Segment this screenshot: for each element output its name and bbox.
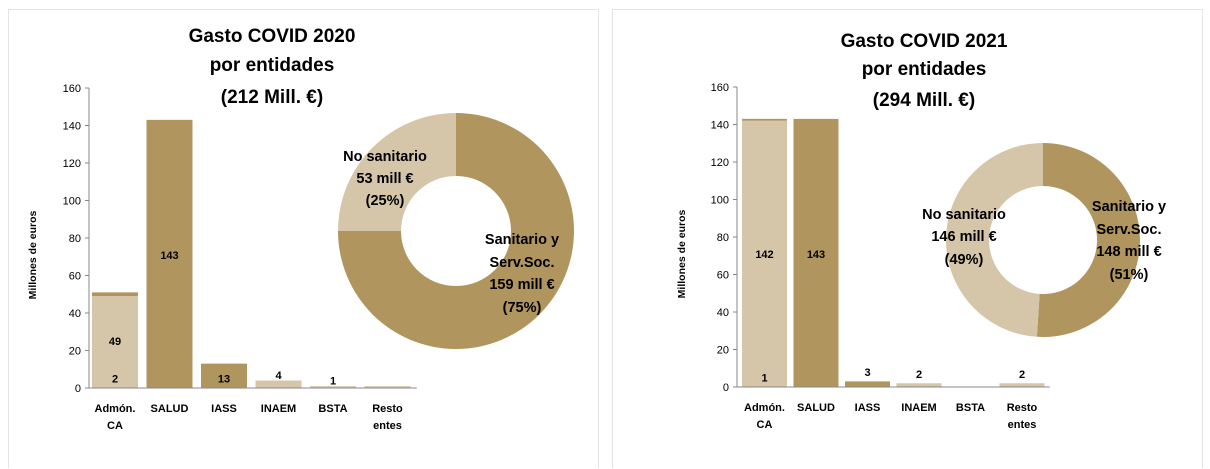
y-tick-label: 0 <box>723 382 729 394</box>
category-label: entes <box>373 420 402 432</box>
category-label: entes <box>1008 419 1037 431</box>
y-tick-label: 20 <box>717 345 729 357</box>
y-tick-label: 60 <box>69 271 81 283</box>
data-label: 2 <box>1019 369 1025 381</box>
chart-title-line: (212 Mill. €) <box>221 87 323 108</box>
data-label: 2 <box>916 369 922 381</box>
bar-light <box>92 296 138 388</box>
bar-dark <box>92 292 138 297</box>
category-label: IASS <box>211 403 237 415</box>
data-label: 143 <box>160 250 178 262</box>
donut-slice-no-sanitario <box>945 143 1043 337</box>
category-label: SALUD <box>797 402 835 414</box>
chart-title-line: por entidades <box>210 55 335 76</box>
donut-label: 146 mill € <box>931 229 996 245</box>
data-label: 2 <box>112 374 118 386</box>
y-tick-label: 40 <box>69 308 81 320</box>
y-tick-label: 160 <box>711 82 729 94</box>
donut-label: (51%) <box>1110 267 1149 283</box>
bar-dark <box>845 381 890 387</box>
donut-label: Sanitario y <box>1092 199 1166 215</box>
y-tick-label: 120 <box>711 157 729 169</box>
donut-label: 53 mill € <box>356 171 413 187</box>
donut-label: Serv.Soc. <box>489 255 554 271</box>
donut-label: No sanitario <box>922 207 1006 223</box>
donut-label: (75%) <box>503 300 542 316</box>
category-label: IASS <box>855 402 881 414</box>
bar-light <box>999 383 1045 387</box>
y-tick-label: 140 <box>63 121 81 133</box>
data-label: 49 <box>109 336 121 348</box>
y-tick-label: 100 <box>63 196 81 208</box>
chart-2021-svg: Gasto COVID 2021 por entidades (294 Mill. … <box>676 31 1166 431</box>
y-tick-label: 80 <box>717 232 729 244</box>
chart-panel-2021: Gasto COVID 2021 por entidades (294 Mill. … <box>612 9 1203 468</box>
y-tick-label: 140 <box>711 120 729 132</box>
data-label: 142 <box>755 249 773 261</box>
bar-light <box>255 380 302 388</box>
bar-dark <box>201 363 247 388</box>
bar-light <box>742 120 787 387</box>
bar-light <box>364 386 411 388</box>
y-tick-label: 60 <box>717 270 729 282</box>
category-label: Admón. <box>95 403 136 415</box>
bar-dark <box>146 119 193 388</box>
donut-label: 148 mill € <box>1096 244 1161 260</box>
bar-light <box>896 383 942 387</box>
category-label: Resto <box>372 403 403 415</box>
y-tick-label: 160 <box>63 83 81 95</box>
donut-label: (25%) <box>366 193 405 209</box>
y-tick-label: 20 <box>69 346 81 358</box>
y-axis-label: Millones de euros <box>676 209 688 298</box>
chart-2020-svg: Gasto COVID 2020 por entidades (212 Mill. … <box>27 26 574 432</box>
bar-dark <box>742 118 787 121</box>
bar-light <box>310 386 356 388</box>
donut-slice-sanitario <box>1036 143 1140 337</box>
donut-label: 159 mill € <box>489 277 554 293</box>
data-label: 1 <box>761 373 767 385</box>
data-label: 3 <box>864 367 870 379</box>
donut-label: Sanitario y <box>485 232 559 248</box>
chart-panel-2020: Gasto COVID 2020 por entidades (212 Mill. … <box>8 9 599 468</box>
donut-slice-no-sanitario <box>338 113 456 231</box>
data-label: 143 <box>807 249 825 261</box>
donut-label: Serv.Soc. <box>1096 222 1161 238</box>
data-label: 13 <box>218 374 230 386</box>
category-label: SALUD <box>151 403 189 415</box>
category-label: CA <box>757 419 773 431</box>
y-tick-label: 80 <box>69 233 81 245</box>
chart-title-line: Gasto COVID 2020 <box>189 26 356 47</box>
donut-label: (49%) <box>945 252 984 268</box>
chart-title-line: por entidades <box>862 59 987 80</box>
y-axis-label: Millones de euros <box>27 210 39 299</box>
y-tick-label: 40 <box>717 307 729 319</box>
category-label: BSTA <box>956 402 985 414</box>
category-label: INAEM <box>901 402 936 414</box>
category-label: BSTA <box>318 403 347 415</box>
bar-dark <box>793 118 839 387</box>
chart-title-line: Gasto COVID 2021 <box>841 31 1008 52</box>
y-tick-label: 0 <box>75 383 81 395</box>
data-label: 4 <box>275 370 282 382</box>
category-label: Resto <box>1007 402 1038 414</box>
category-label: INAEM <box>261 403 296 415</box>
y-tick-label: 120 <box>63 158 81 170</box>
chart-title-line: (294 Mill. €) <box>873 90 975 111</box>
donut-slice-sanitario <box>338 113 574 349</box>
donut-label: No sanitario <box>343 149 427 165</box>
y-tick-label: 100 <box>711 195 729 207</box>
data-label: 1 <box>330 376 336 388</box>
category-label: CA <box>107 420 123 432</box>
category-label: Admón. <box>744 402 785 414</box>
